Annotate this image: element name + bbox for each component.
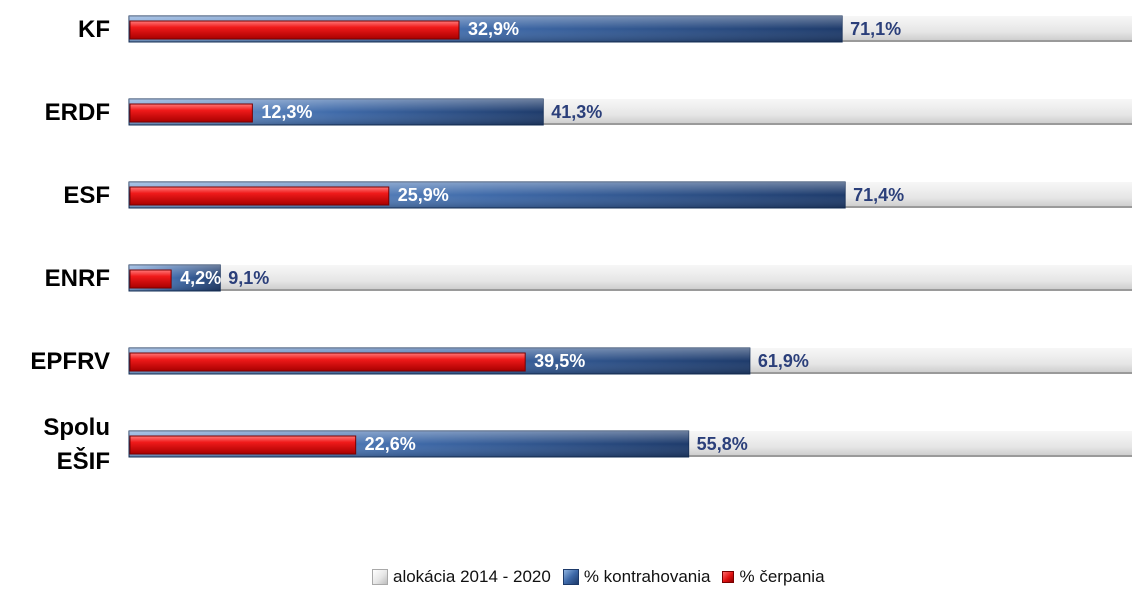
legend-item-kontrahovania: % kontrahovania xyxy=(562,567,711,587)
category-label: EŠIF xyxy=(57,447,110,475)
data-label-cerpania: 25,9% xyxy=(398,185,449,205)
category-label: Spolu xyxy=(43,414,110,441)
category-label: ESF xyxy=(63,182,110,209)
legend-swatch-alokacia xyxy=(372,569,388,585)
legend-swatch-kontrahovania xyxy=(562,569,579,585)
data-label-kontrahovania: 55,8% xyxy=(697,434,748,454)
legend: alokácia 2014 - 2020 % kontrahovania % č… xyxy=(372,566,837,588)
legend-label-alokacia: alokácia 2014 - 2020 xyxy=(393,567,551,586)
legend-label-cerpania: % čerpania xyxy=(739,567,825,586)
bar-cerpania xyxy=(129,186,390,206)
data-label-cerpania: 32,9% xyxy=(468,19,519,39)
bar-cerpania xyxy=(129,269,172,289)
bar-alokacia-shadow xyxy=(129,123,1132,125)
legend-label-kontrahovania: % kontrahovania xyxy=(583,567,711,586)
data-label-kontrahovania: 61,9% xyxy=(758,351,809,371)
data-label-cerpania: 22,6% xyxy=(365,434,416,454)
bar-cerpania xyxy=(129,20,460,40)
data-label-cerpania: 12,3% xyxy=(261,102,312,122)
bar-chart: KF ERDF ESF ENRF EPFRV Spolu EŠIF 32,9% 71,1% 12… xyxy=(30,15,1132,475)
category-label: EPFRV xyxy=(30,348,110,375)
data-label-cerpania: 39,5% xyxy=(534,351,585,371)
bar-cerpania xyxy=(129,435,357,455)
category-label: ENRF xyxy=(45,265,110,292)
legend-swatch-cerpania xyxy=(722,571,735,583)
data-label-kontrahovania: 9,1% xyxy=(228,268,269,288)
data-label-cerpania: 4,2% xyxy=(180,268,221,288)
bar-cerpania xyxy=(129,352,526,372)
bar-cerpania xyxy=(129,103,253,123)
data-label-kontrahovania: 71,4% xyxy=(853,185,904,205)
legend-item-alokacia: alokácia 2014 - 2020 xyxy=(372,567,551,587)
category-label: ERDF xyxy=(45,99,110,126)
data-label-kontrahovania: 71,1% xyxy=(850,19,901,39)
bar-alokacia xyxy=(129,265,1132,291)
data-label-kontrahovania: 41,3% xyxy=(551,102,602,122)
category-label: KF xyxy=(78,16,110,43)
bar-alokacia-shadow xyxy=(129,289,1132,291)
legend-item-cerpania: % čerpania xyxy=(722,567,825,587)
